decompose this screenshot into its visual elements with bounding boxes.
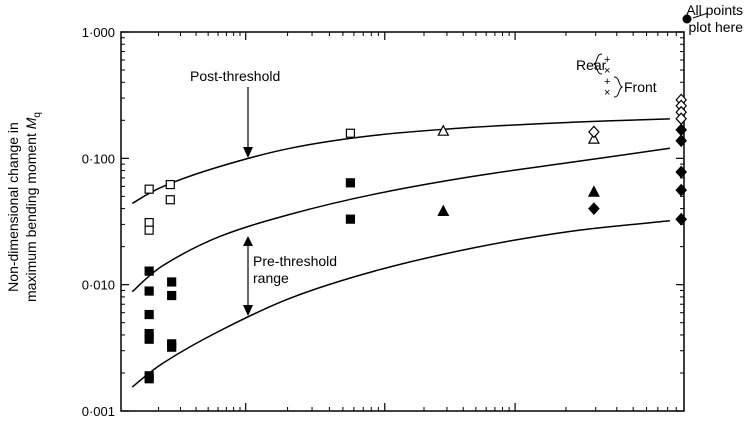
y-tick-label: 0·100: [82, 151, 115, 166]
legend-rear-front: Rear + × + × Front: [576, 53, 657, 99]
filled-triangle-marker: [437, 204, 450, 216]
open-square-marker: [165, 179, 175, 190]
pre-threshold-arrowhead-up: [243, 236, 253, 246]
filled-diamond-marker: [675, 165, 688, 179]
legend-front-label: Front: [624, 79, 657, 95]
data-points: [144, 93, 688, 384]
plot-here-label: plot here: [689, 19, 744, 35]
rear-brace-icon: [592, 53, 603, 75]
filled-square-marker: [144, 374, 154, 384]
filled-diamond-marker: [675, 183, 688, 197]
filled-square-marker: [144, 334, 154, 344]
pre-threshold-label: Pre-threshold: [253, 253, 337, 269]
filled-square-marker: [144, 286, 154, 296]
cross-marker-icon: ×: [604, 87, 610, 99]
all-points-annotation: All points plot here: [682, 2, 744, 35]
y-axis-title-line2: maximum bending moment Mq: [23, 112, 43, 302]
trend-curve: [131, 147, 671, 293]
open-square-marker: [144, 225, 154, 235]
trend-curve: [131, 220, 670, 388]
filled-diamond-marker: [675, 134, 688, 148]
trend-curves: [131, 118, 671, 388]
cross-marker-icon: ×: [604, 65, 610, 77]
pre-threshold-range-label: range: [253, 270, 289, 286]
all-points-leader-line: [692, 12, 709, 19]
plus-marker-icon: +: [604, 54, 610, 66]
filled-square-marker: [144, 309, 154, 320]
filled-square-marker: [345, 178, 356, 188]
plot-frame: [120, 31, 685, 412]
y-tick-label: 1·000: [82, 25, 115, 40]
pre-threshold-annotation: Pre-threshold range: [243, 236, 337, 316]
filled-diamond-marker: [588, 202, 600, 215]
open-square-marker: [345, 128, 356, 138]
y-axis-title-line1: Non-dimensional change in: [5, 122, 21, 292]
open-diamond-marker: [588, 125, 600, 139]
x-axis-ticks: [158, 32, 677, 411]
post-threshold-annotation: Post-threshold: [190, 68, 280, 158]
legend-rear-label: Rear: [576, 57, 607, 73]
filled-square-marker: [167, 290, 177, 301]
filled-diamond-marker: [675, 212, 688, 226]
filled-triangle-marker: [587, 185, 600, 197]
pre-threshold-arrowhead-down: [243, 305, 253, 316]
open-square-marker: [165, 195, 175, 205]
all-points-label: All points: [686, 2, 743, 18]
y-tick-label: 0·010: [82, 278, 115, 293]
y-tick-label: 0·001: [82, 404, 115, 419]
open-square-marker: [144, 184, 154, 194]
filled-square-marker: [345, 214, 356, 224]
open-square-marker: [144, 217, 154, 228]
open-triangle-marker: [437, 124, 450, 136]
filled-square-marker: [144, 266, 154, 276]
front-brace-icon: [613, 76, 624, 98]
filled-square-marker: [167, 277, 177, 287]
filled-square-marker: [167, 342, 177, 352]
filled-circle-marker: [682, 14, 692, 24]
open-triangle-marker: [587, 132, 600, 144]
post-threshold-arrowhead: [243, 147, 253, 158]
y-axis-ticks: 1·000 0·100 0·010 0·001: [82, 25, 684, 419]
trend-curve: [131, 118, 670, 205]
plus-marker-icon: +: [604, 76, 610, 88]
post-threshold-label: Post-threshold: [190, 68, 280, 84]
y-axis-title: Non-dimensional change in maximum bendin…: [5, 112, 43, 302]
